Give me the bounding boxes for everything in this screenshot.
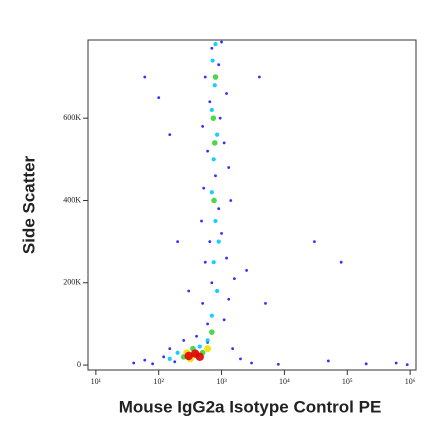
event-point bbox=[195, 334, 198, 338]
event-point bbox=[203, 260, 207, 264]
event-point bbox=[339, 260, 343, 264]
event-point bbox=[187, 289, 191, 293]
event-point bbox=[231, 347, 235, 351]
event-point bbox=[157, 96, 161, 100]
event-point bbox=[206, 149, 210, 153]
event-point bbox=[225, 92, 228, 95]
event-point bbox=[313, 240, 316, 244]
event-point bbox=[151, 362, 155, 366]
x-axis-title: Mouse IgG2a Isotype Control PE bbox=[119, 397, 382, 416]
event-point bbox=[227, 166, 231, 169]
x-tick-label: 10⁵ bbox=[342, 377, 353, 386]
event-point bbox=[211, 260, 216, 265]
event-point bbox=[168, 133, 172, 137]
event-point bbox=[211, 197, 217, 204]
event-point bbox=[405, 363, 409, 367]
event-point bbox=[204, 345, 212, 353]
event-point bbox=[220, 40, 223, 44]
x-tick-label: 10¹ bbox=[91, 377, 102, 386]
event-point bbox=[239, 357, 242, 361]
event-point bbox=[326, 359, 330, 363]
x-tick-label: 10⁶ bbox=[405, 377, 416, 386]
event-point bbox=[176, 240, 180, 244]
event-point bbox=[209, 313, 214, 318]
event-point bbox=[210, 115, 217, 121]
event-point bbox=[209, 107, 214, 113]
event-point bbox=[197, 344, 202, 349]
event-point bbox=[212, 74, 219, 80]
event-point bbox=[214, 174, 217, 178]
event-point bbox=[220, 231, 223, 235]
event-point bbox=[201, 125, 205, 128]
event-point bbox=[213, 218, 218, 224]
event-point bbox=[175, 350, 180, 355]
event-point bbox=[222, 318, 226, 322]
event-point bbox=[217, 207, 221, 211]
event-point bbox=[195, 352, 204, 362]
event-point bbox=[208, 100, 212, 104]
x-tick-label: 10⁴ bbox=[279, 377, 290, 386]
event-point bbox=[182, 338, 186, 342]
event-point bbox=[364, 362, 368, 366]
event-point bbox=[167, 356, 172, 361]
event-point bbox=[205, 338, 210, 343]
event-point bbox=[162, 355, 166, 359]
event-point bbox=[215, 132, 220, 137]
y-tick-label: 600K bbox=[63, 113, 81, 122]
event-point bbox=[215, 288, 220, 294]
event-point bbox=[168, 347, 172, 351]
event-point bbox=[209, 329, 215, 335]
event-point bbox=[203, 75, 207, 79]
event-point bbox=[210, 46, 214, 50]
event-point bbox=[216, 239, 221, 244]
event-point bbox=[232, 277, 236, 281]
y-tick-label: 0 bbox=[77, 360, 81, 369]
event-point bbox=[276, 362, 280, 366]
event-point bbox=[143, 358, 147, 362]
event-point bbox=[217, 63, 221, 67]
y-tick-label: 200K bbox=[63, 278, 81, 287]
event-point bbox=[264, 301, 267, 305]
event-point bbox=[200, 219, 203, 223]
event-point bbox=[211, 157, 216, 162]
event-point bbox=[132, 361, 136, 365]
event-point bbox=[209, 190, 214, 195]
event-point bbox=[208, 240, 212, 244]
event-point bbox=[201, 301, 205, 305]
event-point bbox=[202, 186, 206, 190]
event-point bbox=[210, 58, 215, 63]
event-point bbox=[227, 297, 231, 301]
event-point bbox=[225, 256, 228, 260]
plot-frame bbox=[87, 39, 417, 371]
event-point bbox=[394, 361, 398, 365]
event-point bbox=[184, 351, 193, 361]
event-point bbox=[258, 75, 261, 79]
event-point bbox=[143, 75, 147, 79]
y-tick-label: 400K bbox=[63, 195, 81, 204]
event-point bbox=[245, 269, 248, 272]
x-tick-label: 10³ bbox=[216, 377, 227, 386]
event-point bbox=[229, 199, 233, 202]
event-point bbox=[210, 281, 214, 285]
event-point bbox=[218, 116, 222, 120]
event-point bbox=[211, 140, 218, 146]
x-tick-label: 10² bbox=[154, 377, 165, 386]
y-axis-title: Side Scatter bbox=[19, 155, 38, 254]
event-point bbox=[250, 361, 253, 365]
event-point bbox=[173, 360, 177, 364]
event-point bbox=[212, 83, 217, 88]
event-point bbox=[213, 42, 218, 47]
event-point bbox=[206, 322, 210, 326]
event-point bbox=[222, 141, 226, 145]
